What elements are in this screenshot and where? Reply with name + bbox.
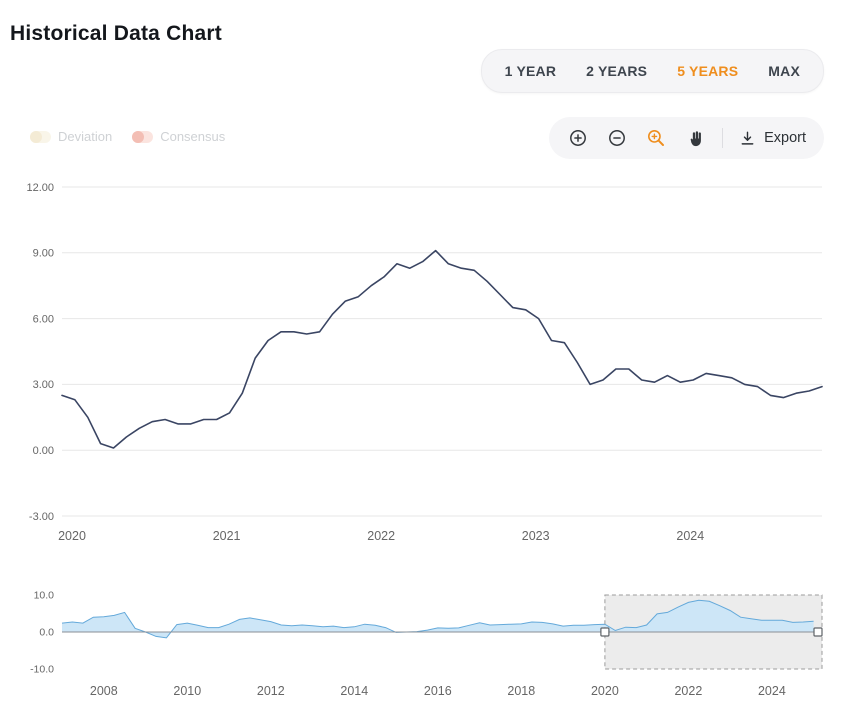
- range-button-max[interactable]: MAX: [753, 50, 815, 92]
- x-axis-label: 2022: [367, 529, 395, 543]
- legend-item-deviation[interactable]: Deviation: [30, 129, 112, 144]
- consensus-toggle-icon: [132, 130, 154, 143]
- y-axis-label: 12.00: [26, 182, 54, 194]
- pan-hand-icon: [690, 130, 701, 146]
- zoom-in-icon: [570, 130, 587, 146]
- navigator-area: [62, 600, 814, 638]
- navigator-x-label: 2010: [173, 684, 201, 698]
- range-button-5-years[interactable]: 5 YEARS: [662, 50, 753, 92]
- navigator-right-handle[interactable]: [813, 627, 823, 637]
- main-chart-svg: 12.00 9.00 6.00 3.00 0.00 -3.00 2020 2021 2022 20…: [26, 182, 823, 543]
- y-axis-label: -3.00: [29, 511, 54, 523]
- navigator-y-label: 0.0: [39, 627, 54, 639]
- navigator-x-label: 2024: [758, 684, 786, 698]
- zoom-in-button[interactable]: [561, 121, 595, 155]
- page-title: Historical Data Chart: [10, 22, 222, 46]
- main-series-line: [61, 249, 823, 449]
- y-axis-label: 0.00: [33, 445, 54, 457]
- chart-toolbar: Export: [549, 117, 824, 159]
- deviation-toggle-icon: [30, 130, 51, 143]
- range-button-2-years[interactable]: 2 YEARS: [571, 50, 662, 92]
- zoom-out-button[interactable]: [600, 121, 634, 155]
- x-axis-label: 2021: [213, 529, 241, 543]
- navigator-x-label: 2014: [340, 684, 368, 698]
- export-button[interactable]: Export: [733, 117, 812, 159]
- zoom-selection-icon: [648, 129, 665, 146]
- legend-label-consensus: Consensus: [160, 129, 226, 144]
- navigator-x-label: 2018: [507, 684, 535, 698]
- y-axis-label: 3.00: [33, 379, 54, 391]
- x-axis-label: 2023: [522, 529, 550, 543]
- navigator-chart[interactable]: 10.0 0.0 -10.0 2008 2010 2012 2014 2016 2018 2020…: [0, 590, 844, 716]
- y-axis-label: 9.00: [33, 248, 54, 260]
- navigator-y-label: -10.0: [30, 664, 54, 676]
- deviation-toggle-knob: [30, 130, 42, 143]
- download-icon: [741, 131, 754, 145]
- navigator-line: [61, 599, 814, 639]
- navigator-y-label: 10.0: [34, 590, 55, 602]
- range-selector: 1 YEAR 2 YEARS 5 YEARS MAX: [480, 49, 824, 93]
- zoom-out-icon: [609, 130, 626, 146]
- navigator-svg: 10.0 0.0 -10.0 2008 2010 2012 2014 2016 2018 2020…: [30, 590, 823, 698]
- chart-legend: Deviation Consensus: [30, 129, 225, 144]
- legend-label-deviation: Deviation: [58, 129, 113, 144]
- navigator-x-label: 2012: [257, 684, 285, 698]
- navigator-x-label: 2008: [90, 684, 118, 698]
- x-axis-label: 2024: [676, 529, 704, 543]
- legend-item-consensus[interactable]: Consensus: [132, 129, 225, 144]
- zoom-selection-button[interactable]: [639, 121, 673, 155]
- x-axis-label: 2020: [58, 529, 86, 543]
- main-chart[interactable]: 12.00 9.00 6.00 3.00 0.00 -3.00 2020 2021 2022 20…: [0, 175, 844, 555]
- export-label: Export: [764, 130, 806, 146]
- navigator-x-label: 2022: [674, 684, 702, 698]
- range-button-1-year[interactable]: 1 YEAR: [490, 50, 572, 92]
- navigator-left-handle[interactable]: [600, 627, 610, 637]
- navigator-x-label: 2020: [591, 684, 619, 698]
- navigator-x-label: 2016: [424, 684, 452, 698]
- y-axis-label: 6.00: [33, 313, 54, 325]
- consensus-toggle-knob: [132, 130, 145, 143]
- pan-button[interactable]: [678, 121, 712, 155]
- toolbar-divider: [722, 128, 724, 148]
